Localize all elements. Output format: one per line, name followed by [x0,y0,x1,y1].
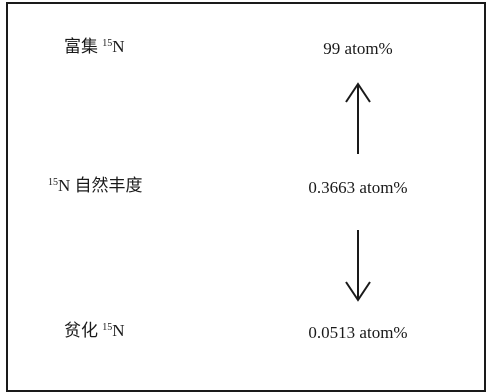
depleted-label: 贫化 15N [64,321,125,340]
up-arrow-icon [345,82,371,154]
natural-abundance-label: 15N 自然丰度 [48,176,143,195]
enriched-value: 99 atom% [323,39,393,58]
depleted-value: 0.0513 atom% [308,323,408,342]
natural-abundance-value: 0.3663 atom% [308,178,408,197]
enriched-label: 富集 15N [64,37,125,56]
down-arrow-icon [345,230,371,302]
